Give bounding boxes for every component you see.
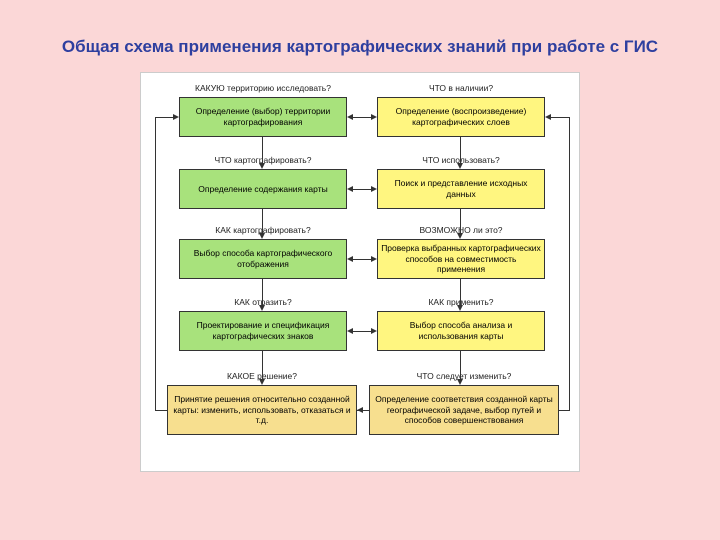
loop-right-down: [559, 410, 569, 411]
arrow-r4-r5: [457, 379, 463, 385]
node-l3: Выбор способа картографического отображе…: [179, 239, 347, 279]
node-l4: Проектирование и спецификация картографи…: [179, 311, 347, 351]
edge-l2-l3: [262, 209, 263, 233]
arrow-row1-r: [371, 114, 377, 120]
node-r4: Выбор способа анализа и использования ка…: [377, 311, 545, 351]
arrow-r2-r3: [457, 233, 463, 239]
node-r2: Поиск и представление исходных данных: [377, 169, 545, 209]
arrow-l4-l5: [259, 379, 265, 385]
node-r5: Определение соответствия созданной карты…: [369, 385, 559, 435]
edge-r2-r3: [460, 209, 461, 233]
arrow-l2-l3: [259, 233, 265, 239]
arrow-row5-l: [357, 407, 363, 413]
arrow-row2-r: [371, 186, 377, 192]
arrow-row3-r: [371, 256, 377, 262]
question-r5: ЧТО следует изменить?: [369, 371, 559, 381]
arrow-row4-r: [371, 328, 377, 334]
loop-right-vert: [569, 117, 570, 411]
loop-left-down: [155, 410, 167, 411]
edge-row3: [353, 259, 371, 260]
loop-right-arrow: [545, 114, 551, 120]
edge-l1-l2: [262, 137, 263, 163]
arrow-l1-l2: [259, 163, 265, 169]
question-r1: ЧТО в наличии?: [377, 83, 545, 93]
node-r3: Проверка выбранных картографических спос…: [377, 239, 545, 279]
loop-left-arrow: [173, 114, 179, 120]
edge-row2: [353, 189, 371, 190]
flowchart-diagram: КАКУЮ территорию исследовать? ЧТО в нали…: [140, 72, 580, 472]
loop-left-vert: [155, 117, 156, 411]
question-l1: КАКУЮ территорию исследовать?: [179, 83, 347, 93]
loop-right-top: [551, 117, 569, 118]
edge-r1-r2: [460, 137, 461, 163]
arrow-l3-l4: [259, 305, 265, 311]
arrow-row2-l: [347, 186, 353, 192]
arrow-row3-l: [347, 256, 353, 262]
edge-r3-r4: [460, 279, 461, 305]
node-l5: Принятие решения относительно созданной …: [167, 385, 357, 435]
page-title: Общая схема применения картографических …: [0, 0, 720, 72]
edge-row1: [353, 117, 371, 118]
arrow-r3-r4: [457, 305, 463, 311]
loop-left-top: [155, 117, 173, 118]
arrow-row4-l: [347, 328, 353, 334]
node-l2: Определение содержания карты: [179, 169, 347, 209]
node-l1: Определение (выбор) территории картограф…: [179, 97, 347, 137]
arrow-row1-l: [347, 114, 353, 120]
edge-l3-l4: [262, 279, 263, 305]
edge-row4: [353, 331, 371, 332]
edge-l4-l5: [262, 351, 263, 379]
arrow-r1-r2: [457, 163, 463, 169]
node-r1: Определение (воспроизведение) картографи…: [377, 97, 545, 137]
edge-r4-r5: [460, 351, 461, 379]
